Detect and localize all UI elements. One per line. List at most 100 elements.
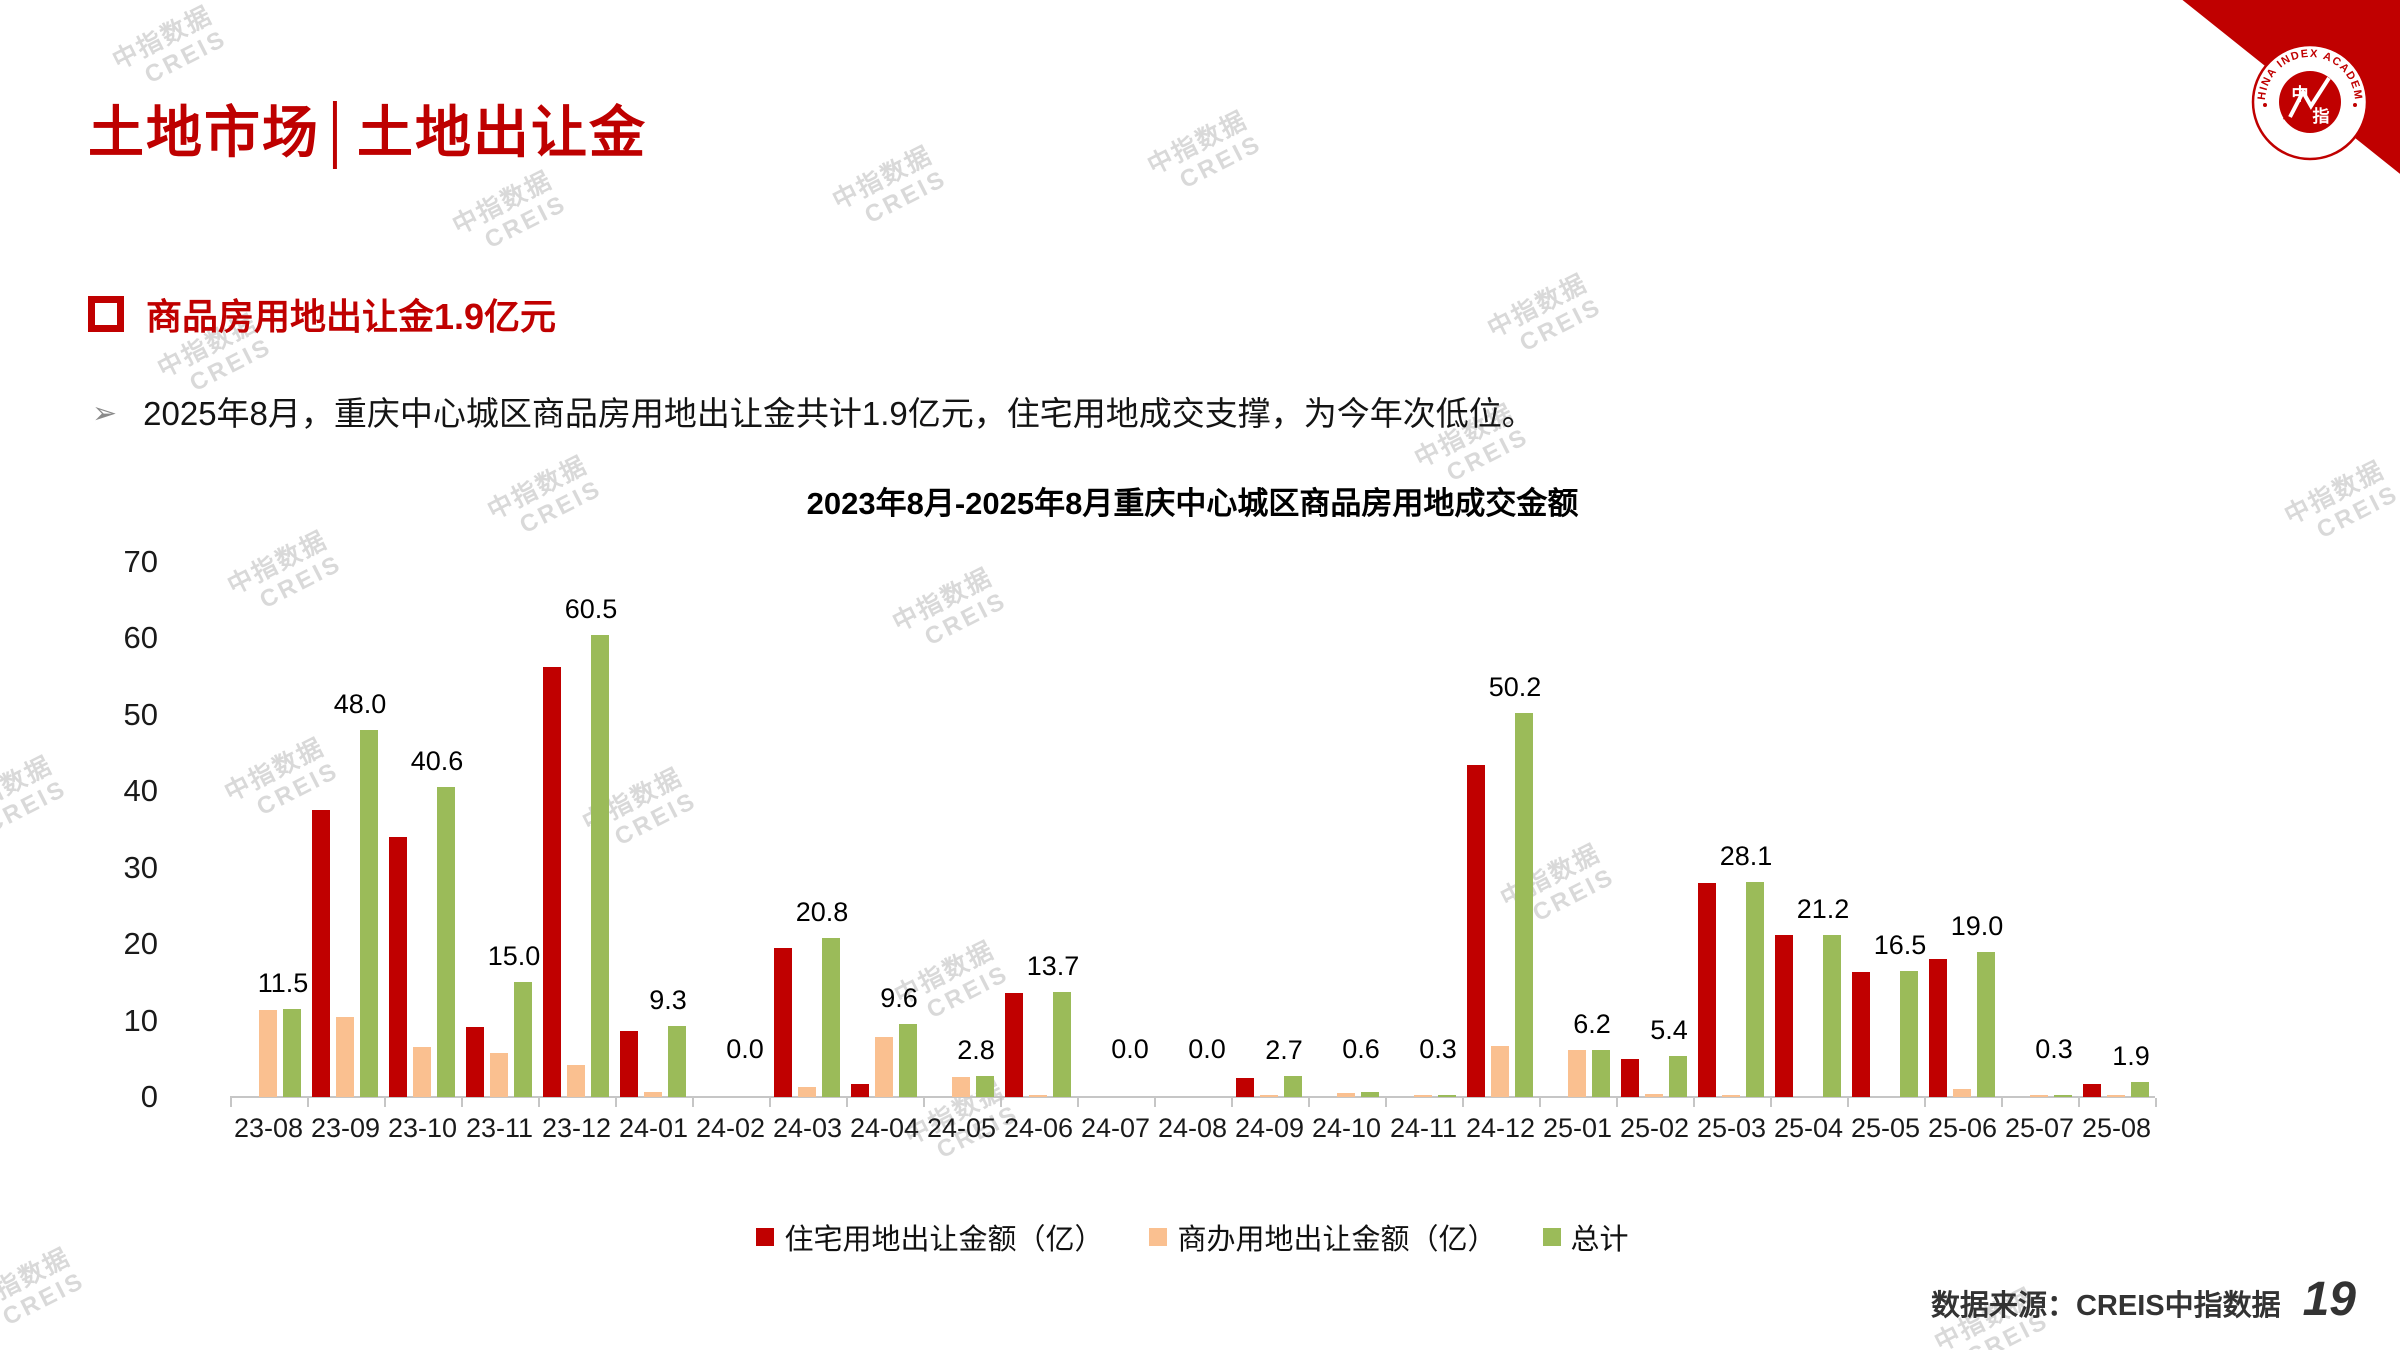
x-axis-tick — [2078, 1098, 2080, 1107]
bar-residential-25-02 — [1621, 1058, 1639, 1097]
creis-watermark: 中指数据 CREIS — [2280, 456, 2400, 545]
x-tick-label-24-09: 24-09 — [1234, 1113, 1305, 1143]
x-axis-tick — [230, 1098, 232, 1107]
total-label-24-06: 13.7 — [1026, 951, 1080, 982]
x-tick-label-25-02: 25-02 — [1619, 1113, 1690, 1143]
bar-residential-24-04 — [851, 1084, 869, 1097]
bar-total-24-09 — [1284, 1076, 1302, 1097]
y-tick-label-50: 50 — [123, 696, 158, 732]
x-tick-label-23-09: 23-09 — [310, 1113, 381, 1143]
total-label-24-07: 0.0 — [1111, 1034, 1149, 1064]
bar-residential-25-05 — [1852, 971, 1870, 1097]
total-label-24-10: 0.6 — [1342, 1034, 1380, 1064]
x-tick-label-25-04: 25-04 — [1773, 1113, 1844, 1143]
x-axis-tick — [769, 1098, 771, 1107]
chart-legend: 住宅用地出让金额（亿） 商办用地出让金额（亿） 总计 — [230, 1216, 2155, 1258]
total-label-24-02: 0.0 — [726, 1034, 764, 1064]
x-axis-line — [230, 1096, 2155, 1098]
bar-residential-24-01 — [620, 1030, 638, 1097]
x-tick-label-24-01: 24-01 — [618, 1113, 689, 1143]
x-tick-label-23-11: 23-11 — [465, 1113, 534, 1143]
total-label-25-01: 6.2 — [1573, 1008, 1611, 1039]
total-label-25-03: 28.1 — [1719, 841, 1773, 872]
total-label-25-08: 1.9 — [2112, 1041, 2150, 1072]
x-tick-label-24-06: 24-06 — [1003, 1113, 1074, 1143]
bar-commercial-23-12 — [567, 1064, 585, 1097]
x-axis-tick — [307, 1098, 309, 1107]
total-label-24-04: 9.6 — [880, 982, 918, 1013]
x-axis-tick — [2155, 1098, 2157, 1107]
x-axis-tick — [1924, 1098, 1926, 1107]
bar-commercial-24-06 — [1029, 1095, 1047, 1097]
x-tick-label-25-05: 25-05 — [1850, 1113, 1921, 1143]
bar-residential-23-10 — [389, 837, 407, 1097]
bar-total-24-05 — [976, 1075, 994, 1097]
creis-watermark: 中指数据 CREIS — [108, 1, 232, 90]
logo-center-char-1: 中 — [2292, 84, 2309, 104]
creis-watermark: 中指数据 CREIS — [223, 526, 347, 615]
bar-total-23-08 — [283, 1009, 301, 1097]
bar-commercial-23-08 — [259, 1009, 277, 1097]
total-label-24-12: 50.2 — [1488, 672, 1542, 703]
page-title: 土地市场│土地出让金 — [88, 101, 647, 164]
bar-commercial-24-01 — [644, 1092, 662, 1097]
footer: 数据来源：CREIS中指数据 19 — [1931, 1272, 2356, 1327]
legend-swatch-commercial — [1149, 1228, 1168, 1246]
section-heading: 商品房用地出让金1.9亿元 — [146, 296, 557, 337]
legend-item-residential: 住宅用地出让金额（亿） — [756, 1216, 1103, 1258]
bullet-row: ➢ 2025年8月，重庆中心城区商品房用地出让金共计1.9亿元，住宅用地成交支撑… — [92, 392, 1535, 436]
x-tick-label-25-03: 25-03 — [1696, 1113, 1767, 1143]
bullet-text: 2025年8月，重庆中心城区商品房用地出让金共计1.9亿元，住宅用地成交支撑，为… — [143, 395, 1535, 432]
x-tick-label-23-12: 23-12 — [541, 1113, 612, 1143]
section-heading-row: 商品房用地出让金1.9亿元 — [88, 288, 556, 340]
arrow-bullet-icon: ➢ — [92, 397, 118, 430]
x-tick-label-24-04: 24-04 — [849, 1113, 920, 1143]
creis-watermark: 中指数据 CREIS — [0, 751, 72, 840]
china-index-academy-logo-icon: CHINA INDEX ACADEMY 研究院 中 指 — [2250, 42, 2369, 161]
bar-total-24-01 — [668, 1025, 686, 1097]
bar-residential-24-09 — [1236, 1077, 1254, 1097]
y-tick-label-0: 0 — [140, 1079, 158, 1114]
legend-swatch-residential — [756, 1228, 775, 1246]
x-tick-label-24-05: 24-05 — [926, 1113, 997, 1143]
bar-total-25-02 — [1669, 1055, 1687, 1097]
x-tick-label-24-10: 24-10 — [1311, 1113, 1382, 1143]
bar-residential-25-06 — [1929, 959, 1947, 1097]
bar-commercial-25-06 — [1953, 1089, 1971, 1097]
logo-ring-dot-left — [2263, 103, 2267, 107]
bar-residential-25-03 — [1698, 883, 1716, 1097]
square-bullet-icon — [88, 296, 124, 332]
legend-item-commercial: 商办用地出让金额（亿） — [1149, 1216, 1497, 1258]
bar-total-25-07 — [2054, 1094, 2072, 1097]
y-tick-label-70: 70 — [123, 544, 158, 579]
x-axis-tick — [1462, 1098, 1464, 1107]
x-axis-tick — [615, 1098, 617, 1107]
bar-total-25-08 — [2131, 1082, 2149, 1097]
bar-total-23-10 — [437, 786, 455, 1097]
x-axis-tick — [1616, 1098, 1618, 1107]
x-axis-tick — [1539, 1098, 1541, 1107]
x-tick-label-25-01: 25-01 — [1542, 1113, 1613, 1143]
total-label-23-08: 11.5 — [257, 968, 309, 999]
y-tick-label-40: 40 — [123, 773, 158, 809]
total-label-23-09: 48.0 — [333, 689, 387, 720]
x-axis-tick — [1000, 1098, 1002, 1107]
legend-label-residential: 住宅用地出让金额（亿） — [784, 1224, 1104, 1256]
x-axis-tick — [1308, 1098, 1310, 1107]
total-label-25-02: 5.4 — [1650, 1014, 1688, 1045]
x-axis-tick — [692, 1098, 694, 1107]
bar-commercial-24-04 — [875, 1036, 893, 1097]
x-tick-label-23-10: 23-10 — [387, 1113, 458, 1143]
x-tick-label-24-12: 24-12 — [1465, 1113, 1536, 1143]
bar-total-24-11 — [1438, 1094, 1456, 1097]
bar-residential-23-09 — [312, 810, 330, 1097]
total-label-24-03: 20.8 — [795, 897, 849, 928]
bar-commercial-25-01 — [1568, 1049, 1586, 1097]
total-label-23-12: 60.5 — [564, 593, 618, 624]
bar-residential-23-11 — [466, 1026, 484, 1097]
bar-total-23-12 — [591, 634, 609, 1097]
x-axis-tick — [1770, 1098, 1772, 1107]
bar-total-24-03 — [822, 938, 840, 1097]
x-tick-label-25-07: 25-07 — [2004, 1113, 2075, 1143]
